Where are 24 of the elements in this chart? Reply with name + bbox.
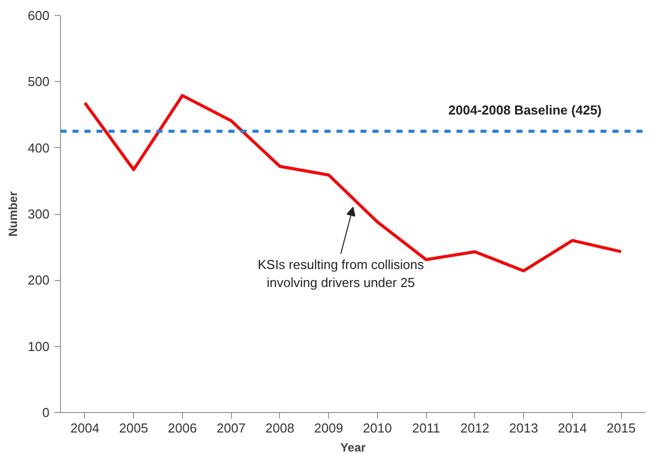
annotation: KSIs resulting from collisions involving drivers under 25 (258, 257, 424, 290)
y-axis-title: Number (6, 191, 20, 237)
x-tick-label: 2005 (119, 420, 148, 436)
line-series (83, 94, 623, 272)
y-tick-label: 500 (28, 74, 50, 90)
x-tick-label: 2006 (168, 420, 197, 436)
x-tick-label: 2015 (606, 420, 636, 436)
y-tick-label: 0 (42, 405, 50, 420)
x-tick-label: 2011 (412, 420, 440, 436)
x-tick-label: 2013 (509, 420, 538, 436)
x-tick-label: 2009 (314, 420, 344, 436)
x-axis-title: Year (340, 440, 366, 454)
x-tick-label: 2012 (460, 420, 490, 436)
x-tick-label: 2010 (362, 420, 392, 436)
x-tick-label: 2014 (558, 420, 587, 436)
x-tick-label: 2007 (216, 420, 246, 436)
y-tick-label: 400 (28, 140, 50, 156)
y-tick-label: 300 (28, 206, 50, 222)
y-tick-label: 100 (28, 338, 50, 354)
x-tick-label: 2008 (265, 420, 294, 436)
x-tick-label: 2004 (70, 420, 100, 436)
y-tick-label: 600 (28, 8, 50, 23)
ref-line-label: 2004-2008 Baseline (425) (448, 102, 602, 118)
y-tick-label: 200 (28, 272, 50, 288)
